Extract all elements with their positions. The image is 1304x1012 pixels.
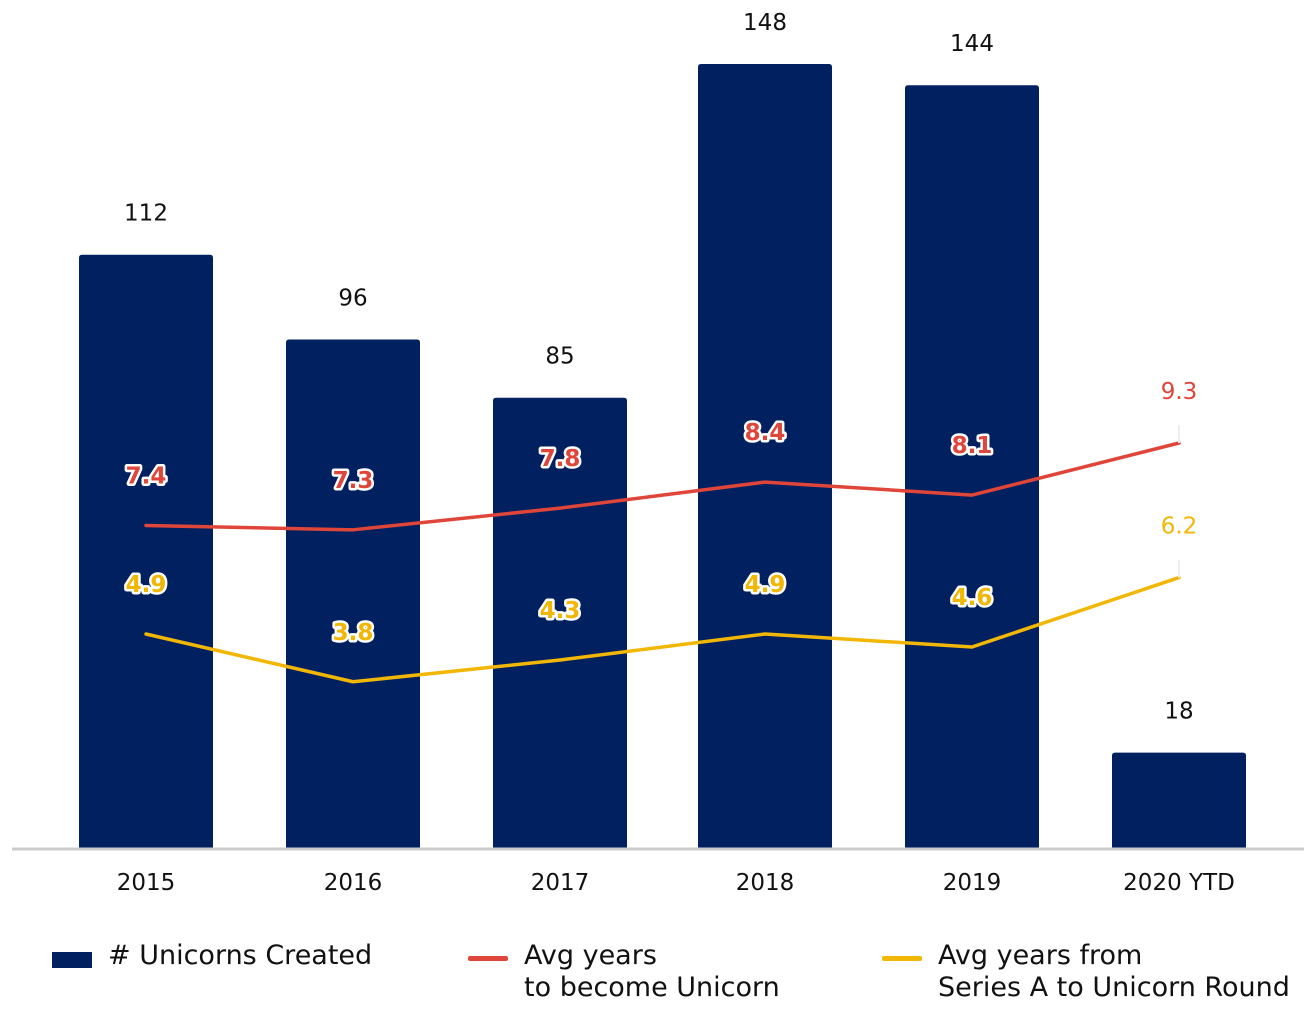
x-tick-label: 2020 YTD bbox=[1123, 870, 1235, 896]
series-a-value-label: 6.2 bbox=[1161, 514, 1198, 540]
legend-label-line: to become Unicorn bbox=[524, 972, 780, 1003]
bar-value-label: 144 bbox=[950, 31, 994, 57]
avg-years-value-label: 9.3 bbox=[1161, 379, 1198, 405]
bar bbox=[286, 339, 420, 848]
bar-value-label: 148 bbox=[743, 10, 787, 36]
legend: # Unicorns Created Avg years to become U… bbox=[0, 940, 1304, 1012]
legend-label-series-a: Avg years from Series A to Unicorn Round bbox=[938, 940, 1290, 1004]
avg-years-value-label: 8.1 bbox=[952, 433, 993, 459]
bar-value-label: 112 bbox=[124, 201, 168, 227]
chart-plot: 112 96 85 148 144 18 2015 2016 2017 2018 2019 2020 … bbox=[12, 10, 1304, 896]
series-a-line bbox=[144, 575, 1181, 684]
legend-label-line: Avg years bbox=[524, 940, 657, 971]
bar-value-label: 85 bbox=[545, 344, 574, 370]
legend-label-line: Series A to Unicorn Round bbox=[938, 972, 1290, 1003]
legend-label-line: Avg years from bbox=[938, 940, 1143, 971]
series-a-value-label: 4.3 bbox=[540, 598, 581, 624]
bar bbox=[905, 85, 1039, 848]
legend-label-unicorns: # Unicorns Created bbox=[108, 940, 372, 972]
avg-years-value-label: 7.4 bbox=[126, 463, 167, 489]
bar-value-label: 18 bbox=[1164, 699, 1193, 725]
legend-label-avg-years: Avg years to become Unicorn bbox=[524, 940, 780, 1004]
series-a-value-label: 4.9 bbox=[126, 572, 167, 598]
legend-swatch-yellow-line bbox=[882, 956, 922, 961]
legend-item-series-a: Avg years from Series A to Unicorn Round bbox=[882, 940, 1290, 1004]
legend-item-unicorns: # Unicorns Created bbox=[52, 940, 372, 972]
avg-years-value-label: 8.4 bbox=[745, 420, 786, 446]
legend-swatch-red-line bbox=[468, 956, 508, 961]
x-tick-label: 2016 bbox=[324, 870, 383, 896]
legend-item-avg-years: Avg years to become Unicorn bbox=[468, 940, 780, 1004]
bar bbox=[79, 254, 213, 848]
bar bbox=[1112, 752, 1246, 848]
x-tick-label: 2015 bbox=[117, 870, 176, 896]
series-a-value-label: 4.6 bbox=[952, 585, 993, 611]
series-a-value-label: 3.8 bbox=[333, 620, 374, 646]
x-tick-label: 2017 bbox=[531, 870, 590, 896]
bar-value-label: 96 bbox=[338, 285, 367, 311]
avg-years-line bbox=[144, 441, 1181, 532]
bar bbox=[698, 64, 832, 848]
legend-label-line: # Unicorns Created bbox=[108, 940, 373, 971]
avg-years-value-label: 7.3 bbox=[333, 468, 374, 494]
legend-swatch-bar bbox=[52, 952, 92, 968]
x-tick-label: 2018 bbox=[736, 870, 795, 896]
series-a-value-label: 4.9 bbox=[745, 572, 786, 598]
x-tick-label: 2019 bbox=[943, 870, 1002, 896]
avg-years-value-label: 7.8 bbox=[540, 446, 581, 472]
